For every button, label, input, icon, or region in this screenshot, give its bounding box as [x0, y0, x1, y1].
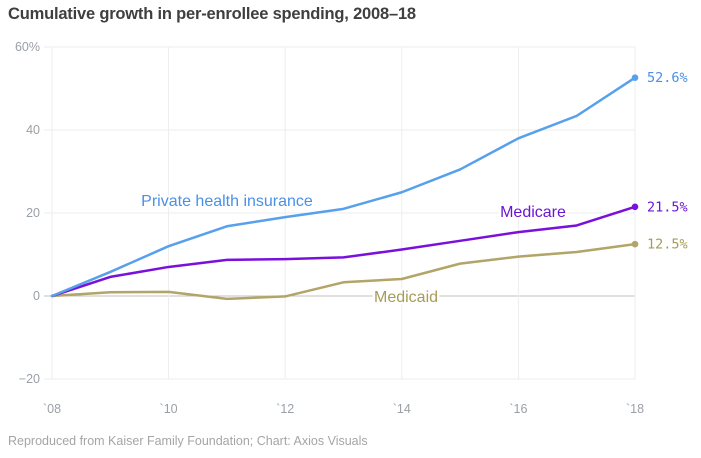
x-axis-tick-label: `08 — [43, 402, 61, 416]
medicaid-end-value-label: 12.5% — [647, 237, 688, 253]
medicare-end-dot — [631, 203, 639, 211]
x-axis-tick-label: `18 — [626, 402, 644, 416]
x-axis-tick-label: `14 — [393, 402, 411, 416]
private-health-insurance-line — [50, 76, 637, 298]
y-axis-tick-label: 0 — [33, 289, 40, 303]
x-axis-tick-label: `10 — [160, 402, 178, 416]
y-axis-tick-label: 20 — [26, 206, 40, 220]
medicare-end-value-label: 21.5% — [647, 199, 688, 215]
y-axis-tick-label: 40 — [26, 123, 40, 137]
private-health-insurance-series-label: Private health insurance — [141, 193, 313, 210]
x-axis-tick-label: `16 — [509, 402, 527, 416]
medicare-series-label: Medicare — [500, 204, 566, 221]
y-axis-tick-label: −20 — [19, 372, 40, 386]
medicaid-line — [50, 242, 637, 301]
private-health-insurance-end-dot — [631, 74, 639, 82]
chart-title: Cumulative growth in per-enrollee spendi… — [8, 5, 416, 23]
x-axis-tick-label: `12 — [276, 402, 294, 416]
medicaid-series-label: Medicaid — [374, 289, 438, 306]
source-credit: Reproduced from Kaiser Family Foundation… — [8, 434, 368, 448]
private-health-insurance-end-value-label: 52.6% — [647, 70, 688, 86]
medicare-line — [50, 205, 637, 298]
medicaid-end-dot — [631, 240, 639, 248]
y-axis-tick-label: 60% — [15, 40, 40, 54]
